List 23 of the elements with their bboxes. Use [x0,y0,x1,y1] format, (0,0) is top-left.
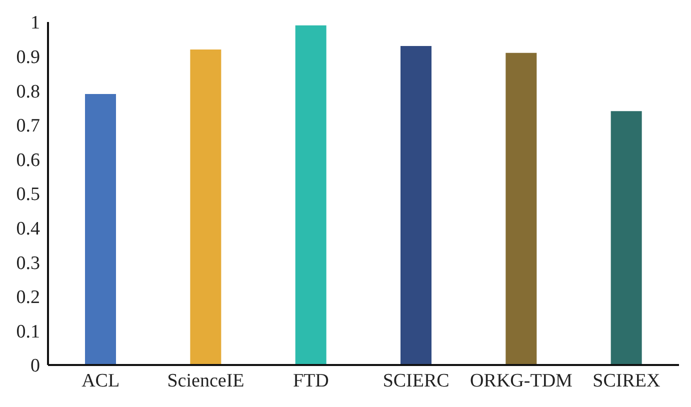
y-tick-label: 0 [30,356,40,377]
bar [190,49,222,365]
x-tick-label: ScienceIE [167,370,244,392]
bar [85,94,116,365]
x-tick-label: ORKG-TDM [470,370,573,392]
y-tick-label: 0.4 [16,218,40,240]
y-tick-label: 1 [30,12,40,34]
bar [506,52,537,365]
x-tick-label: ACL [82,370,120,392]
bar [400,46,432,365]
y-tick-label: 0.1 [16,321,40,342]
y-tick-label: 0.7 [16,116,40,137]
x-tick-label: SCIREX [592,370,660,392]
x-tick-label: SCIERC [382,370,450,392]
y-tick-label: 0.3 [16,252,40,274]
y-tick-label: 0.8 [16,81,40,102]
y-tick-label: 0.2 [16,287,40,308]
y-tick-label: 0.9 [16,47,40,68]
bar [295,25,326,365]
x-tick-label: FTD [292,370,329,392]
bar [610,111,642,365]
y-tick-label: 0.5 [16,184,40,206]
y-tick-label: 0.6 [16,150,40,171]
